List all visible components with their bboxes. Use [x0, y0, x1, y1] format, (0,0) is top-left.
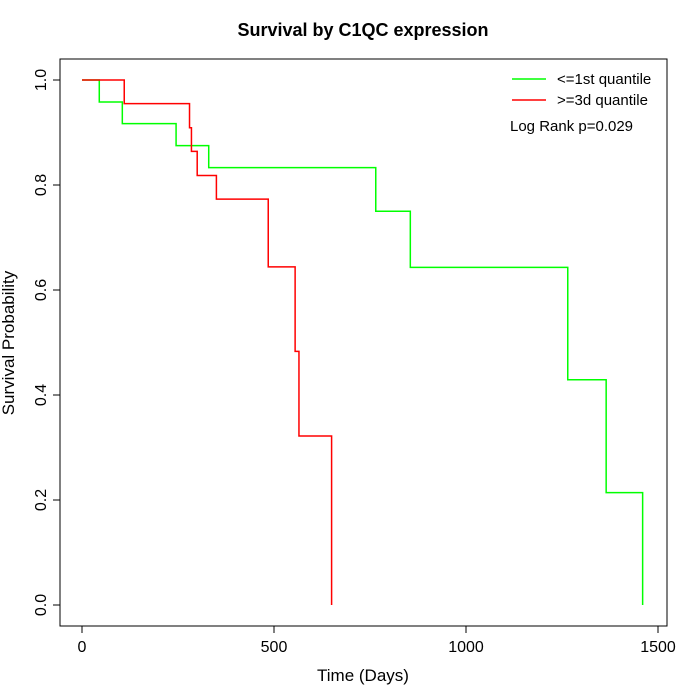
survival-curves [82, 79, 644, 605]
legend-label-high-expression: >=3d quantile [557, 92, 648, 109]
x-axis: 0 500 1000 1500 [78, 626, 676, 656]
y-tick-label: 1.0 [33, 69, 50, 91]
legend-label-low-expression: <=1st quantile [557, 71, 651, 88]
x-tick-label: 500 [261, 639, 288, 656]
y-axis: 0.0 0.2 0.4 0.6 0.8 1.0 [33, 69, 60, 616]
survival-curve-high-expression [82, 79, 333, 605]
log-rank-annotation: Log Rank p=0.029 [510, 118, 633, 135]
chart-title: Survival by C1QC expression [237, 20, 488, 40]
y-axis-label: Survival Probability [0, 270, 18, 415]
x-tick-label: 1000 [448, 639, 484, 656]
plot-frame [59, 58, 668, 627]
x-tick-label: 0 [78, 639, 87, 656]
y-tick-label: 0.2 [33, 489, 50, 511]
y-tick-label: 0.6 [33, 279, 50, 301]
x-tick-label: 1500 [640, 639, 676, 656]
y-tick-label: 0.4 [33, 384, 50, 406]
survival-curve-low-expression [82, 79, 644, 605]
y-tick-label: 0.8 [33, 174, 50, 196]
y-tick-label: 0.0 [33, 594, 50, 616]
x-axis-label: Time (Days) [317, 666, 409, 685]
legend: <=1st quantile >=3d quantile [512, 71, 651, 109]
